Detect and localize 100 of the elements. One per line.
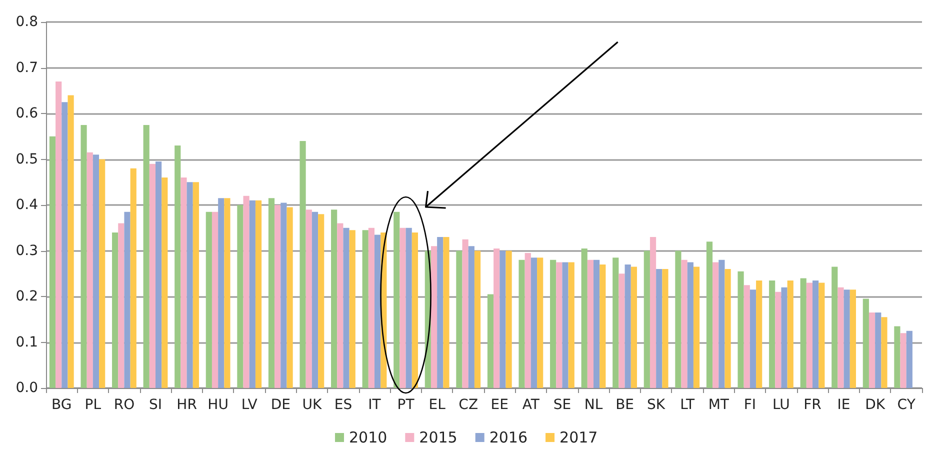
bar xyxy=(306,210,312,388)
x-tick-label: CY xyxy=(897,397,916,413)
y-tick-label: 0.4 xyxy=(16,197,38,213)
x-tick-label: DE xyxy=(270,397,290,413)
bar xyxy=(149,164,156,388)
bar xyxy=(368,228,374,388)
bar xyxy=(99,159,106,388)
bar xyxy=(687,262,694,388)
bar xyxy=(630,266,637,388)
bar xyxy=(600,264,606,388)
x-tick-label: SI xyxy=(148,397,162,413)
bar xyxy=(581,248,588,388)
bar xyxy=(756,280,762,388)
x-tick-label: PL xyxy=(84,397,102,413)
bar xyxy=(118,223,124,388)
bar xyxy=(806,282,812,388)
bar xyxy=(906,330,912,388)
bar xyxy=(237,205,244,388)
bar xyxy=(587,260,594,388)
bar xyxy=(662,269,668,388)
bar xyxy=(174,146,181,388)
bar xyxy=(624,264,631,388)
legend-label: 2017 xyxy=(560,428,598,446)
bar xyxy=(212,212,218,388)
bar xyxy=(162,178,168,388)
bar xyxy=(68,95,74,388)
bar xyxy=(92,154,100,388)
bar xyxy=(518,260,525,388)
bar xyxy=(800,278,806,388)
bar xyxy=(130,168,136,388)
bar xyxy=(850,290,856,388)
bar xyxy=(656,269,662,388)
bar xyxy=(775,292,782,388)
legend-label: 2016 xyxy=(489,428,528,446)
bar xyxy=(62,102,68,388)
bar xyxy=(180,178,187,388)
bar xyxy=(374,234,381,388)
x-tick-label: BG xyxy=(52,397,72,413)
bar xyxy=(550,260,556,388)
bar xyxy=(443,237,450,388)
bar xyxy=(331,210,338,388)
bar xyxy=(781,287,788,388)
bar xyxy=(706,242,713,388)
y-tick-label: 0.8 xyxy=(16,14,38,30)
bar xyxy=(650,237,656,388)
x-tick-label: HU xyxy=(208,397,228,413)
bar xyxy=(881,317,888,388)
bar xyxy=(618,274,625,388)
bar xyxy=(362,230,368,388)
bar xyxy=(838,287,844,388)
bar xyxy=(286,207,293,388)
bar xyxy=(430,246,438,388)
bar xyxy=(494,248,500,388)
bar xyxy=(530,258,538,388)
bar xyxy=(675,250,682,388)
bar xyxy=(412,232,418,388)
y-tick-label: 0.1 xyxy=(16,334,38,350)
bar xyxy=(143,124,150,388)
bar xyxy=(693,266,700,388)
bar xyxy=(750,290,756,388)
bar xyxy=(406,228,412,388)
x-tick-label: FI xyxy=(744,397,756,413)
legend-label: 2010 xyxy=(349,428,388,446)
bar xyxy=(712,262,719,388)
bar xyxy=(192,182,199,388)
x-tick-label: BE xyxy=(616,397,634,413)
bar xyxy=(437,237,444,388)
x-tick-label: ES xyxy=(334,397,352,413)
bar xyxy=(318,214,324,388)
bar xyxy=(556,262,562,388)
bar xyxy=(681,260,688,388)
bar xyxy=(718,260,725,388)
x-tick-label: HR xyxy=(176,397,198,413)
x-tick-label: MT xyxy=(708,397,730,413)
bar xyxy=(462,239,468,388)
bar xyxy=(186,182,193,388)
bar xyxy=(562,262,568,388)
y-tick-label: 0.6 xyxy=(16,106,38,122)
bar xyxy=(468,246,474,388)
x-tick-label: NL xyxy=(584,397,603,413)
bar xyxy=(738,271,744,388)
bar xyxy=(156,162,162,388)
x-tick-label: LT xyxy=(680,397,696,413)
bar xyxy=(268,198,275,388)
bar xyxy=(524,253,531,388)
x-tick-label: IT xyxy=(368,397,382,413)
bar xyxy=(537,258,544,388)
bar xyxy=(86,152,93,388)
y-tick-label: 0.0 xyxy=(16,380,38,396)
x-tick-label: LU xyxy=(772,397,790,413)
bar xyxy=(568,262,574,388)
bar xyxy=(500,250,506,388)
y-tick-label: 0.3 xyxy=(16,242,38,259)
bar xyxy=(812,280,819,388)
bar xyxy=(255,200,262,388)
bar xyxy=(243,196,250,388)
bar xyxy=(49,136,56,388)
x-tick-label: AT xyxy=(522,397,540,413)
bar xyxy=(337,223,344,388)
bar xyxy=(80,124,87,388)
